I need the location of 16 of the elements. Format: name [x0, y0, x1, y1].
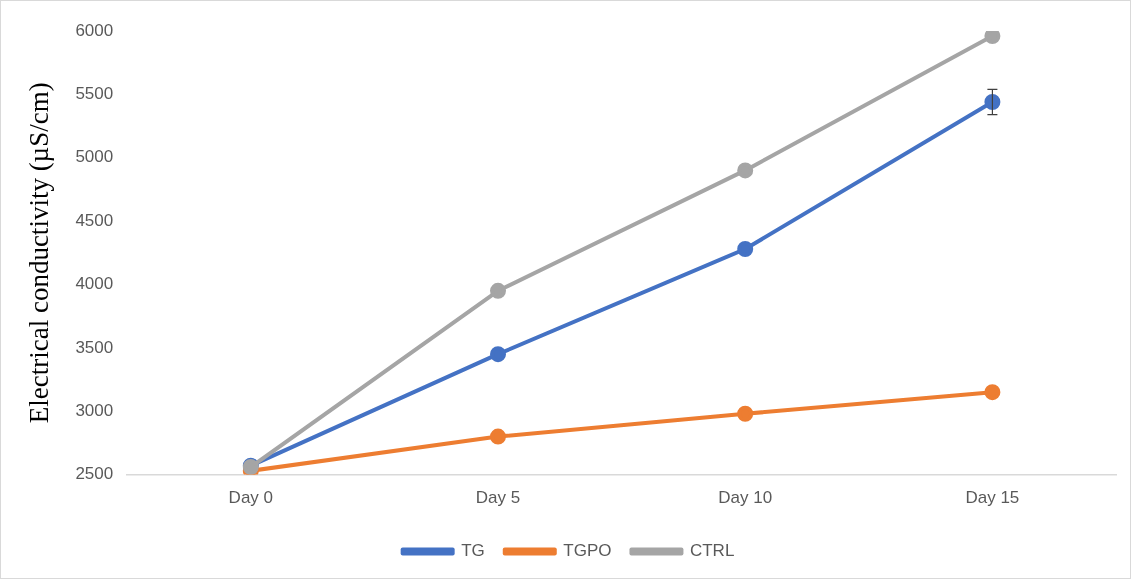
y-tick-label: 6000: [75, 20, 114, 40]
y-tick-label: 3500: [75, 337, 114, 357]
y-tick-label: 5500: [75, 84, 114, 104]
y-axis-title: Electrical conductivity (µS/cm): [24, 82, 55, 424]
y-tick-label: 2500: [75, 464, 114, 484]
x-tick-label: Day 0: [228, 488, 274, 508]
x-tick-label: Day 10: [718, 488, 773, 508]
legend-label: TGPO: [563, 541, 612, 561]
y-tick-label: 4000: [75, 274, 114, 294]
y-tick-label: 5000: [75, 147, 114, 167]
legend-label: CTRL: [689, 541, 735, 561]
x-tick-label: Day 5: [475, 488, 521, 508]
y-tick-label: 4500: [75, 210, 114, 230]
y-tick-label: 3000: [75, 400, 114, 420]
x-tick-label: Day 15: [965, 488, 1020, 508]
legend-label: TG: [461, 541, 485, 561]
